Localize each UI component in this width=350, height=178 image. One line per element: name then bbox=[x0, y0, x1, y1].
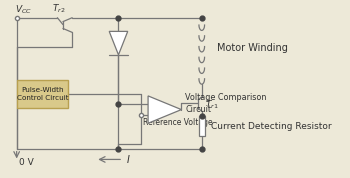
FancyBboxPatch shape bbox=[17, 80, 69, 108]
Polygon shape bbox=[148, 96, 181, 123]
Text: $V_{CC}$: $V_{CC}$ bbox=[15, 3, 32, 16]
Text: $T_{r1}$: $T_{r1}$ bbox=[204, 99, 218, 111]
Text: Voltage Comparison
Circuit: Voltage Comparison Circuit bbox=[185, 93, 266, 114]
Text: $I$: $I$ bbox=[126, 153, 131, 165]
Polygon shape bbox=[109, 31, 128, 55]
Text: 0 V: 0 V bbox=[20, 158, 34, 167]
Text: $T_{r2}$: $T_{r2}$ bbox=[52, 2, 65, 15]
Text: Motor Winding: Motor Winding bbox=[217, 43, 287, 53]
Text: Reference Voltage: Reference Voltage bbox=[144, 118, 213, 127]
Text: Current Detecting Resistor: Current Detecting Resistor bbox=[211, 122, 332, 131]
Text: Pulse-Width
Control Circuit: Pulse-Width Control Circuit bbox=[17, 87, 68, 101]
Bar bbox=[198, 116, 205, 136]
